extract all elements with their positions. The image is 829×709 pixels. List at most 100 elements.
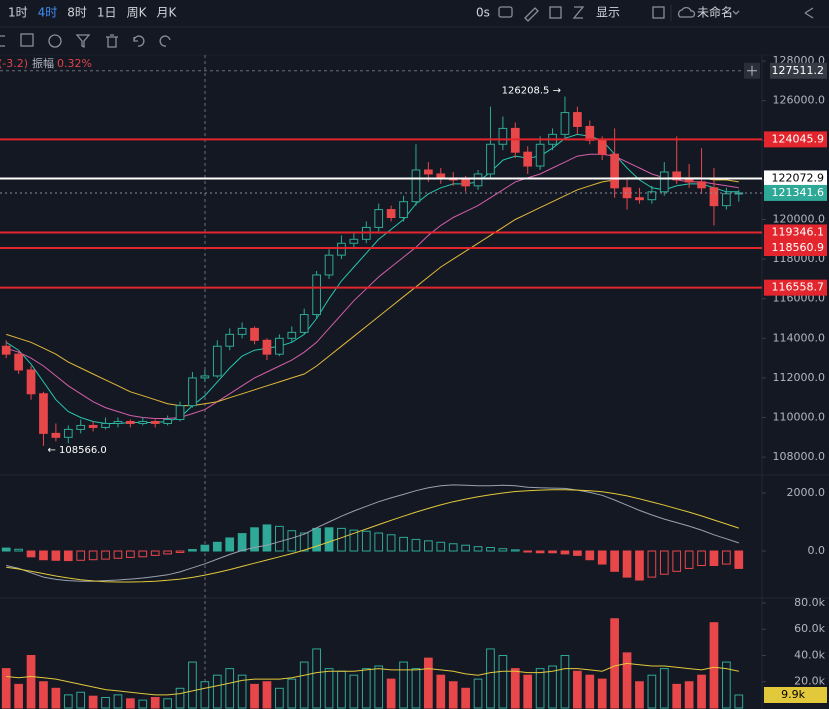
candle-body bbox=[262, 339, 272, 355]
interval-button[interactable]: 周K bbox=[127, 6, 148, 20]
macd-bar bbox=[597, 550, 607, 565]
price-level-box bbox=[764, 184, 827, 201]
macd-bar bbox=[225, 537, 235, 552]
expand-icon[interactable] bbox=[652, 6, 665, 19]
volume-label-box bbox=[764, 687, 827, 704]
candle-body bbox=[63, 428, 73, 438]
macd-bar bbox=[337, 527, 346, 552]
candle-body bbox=[287, 331, 297, 339]
price-level-label: 118560.9 bbox=[772, 241, 825, 254]
volume-bar bbox=[436, 674, 446, 709]
candle-body bbox=[200, 375, 210, 379]
volume-bar bbox=[697, 674, 706, 709]
macd-bar bbox=[287, 530, 297, 552]
tool-icon[interactable] bbox=[48, 34, 62, 48]
interval-button[interactable]: 4时 bbox=[38, 6, 58, 20]
volume-bar bbox=[523, 674, 533, 709]
y-tick-label: 80.0k bbox=[794, 596, 825, 609]
volume-bar bbox=[560, 654, 570, 709]
draw-icon[interactable] bbox=[524, 7, 539, 22]
candle-body bbox=[138, 420, 148, 424]
y-tick-label: 108000.0 bbox=[773, 450, 826, 463]
share-icon[interactable] bbox=[804, 7, 814, 19]
volume-bar bbox=[138, 699, 148, 709]
candle-body bbox=[672, 171, 682, 181]
candle-body bbox=[498, 127, 508, 145]
candle-body bbox=[399, 201, 408, 219]
legend-amplitude: 0.32% bbox=[57, 57, 92, 70]
volume-bar bbox=[411, 668, 421, 709]
volume-bar bbox=[672, 683, 682, 709]
volume-bar bbox=[734, 694, 744, 709]
candle-body bbox=[374, 209, 384, 228]
candle-body bbox=[411, 169, 421, 203]
delete-icon[interactable] bbox=[106, 34, 118, 48]
dropdown-arrow[interactable] bbox=[732, 10, 740, 15]
macd-bar bbox=[324, 527, 334, 552]
camera-icon[interactable] bbox=[498, 6, 513, 18]
macd-bar bbox=[585, 550, 595, 561]
y-tick-label: 2000.0 bbox=[787, 486, 826, 499]
volume-bar bbox=[659, 668, 669, 709]
undo-icon[interactable] bbox=[133, 35, 145, 47]
interval-button[interactable]: 8时 bbox=[67, 6, 87, 20]
macd-bar bbox=[212, 541, 222, 552]
macd-bar bbox=[548, 550, 557, 554]
price-level-box bbox=[764, 240, 827, 257]
display-button[interactable]: 显示 bbox=[596, 6, 620, 20]
candle-body bbox=[275, 337, 284, 355]
volume-bar bbox=[597, 678, 607, 709]
macd-bar bbox=[113, 550, 123, 559]
macd-bar bbox=[448, 543, 458, 552]
tool-icon[interactable] bbox=[0, 35, 5, 47]
filter-icon[interactable] bbox=[75, 34, 91, 49]
macd-bar bbox=[697, 550, 706, 567]
volume-bar bbox=[212, 674, 222, 709]
macd-bar bbox=[734, 550, 744, 569]
candle-body bbox=[659, 171, 669, 193]
timer[interactable]: 0s bbox=[476, 6, 490, 20]
macd-bar bbox=[101, 550, 110, 560]
volume-bar bbox=[250, 683, 259, 709]
y-tick-label: 110000.0 bbox=[773, 411, 826, 424]
macd-bar bbox=[498, 548, 508, 552]
candle-body bbox=[88, 424, 98, 428]
volume-bar bbox=[424, 657, 433, 709]
volume-bar bbox=[275, 687, 284, 709]
redo-icon[interactable] bbox=[159, 35, 171, 47]
macd-bar bbox=[523, 550, 533, 553]
macd-bar bbox=[299, 532, 309, 552]
candle-body bbox=[349, 238, 359, 244]
candle-body bbox=[597, 139, 607, 155]
candle-body bbox=[163, 419, 172, 424]
y-tick-label: 60.0k bbox=[794, 622, 825, 635]
macd-bar bbox=[26, 550, 36, 558]
volume-bar bbox=[573, 670, 582, 709]
price-level-box bbox=[764, 131, 827, 148]
crosshair-label: 127511.2 bbox=[772, 64, 825, 77]
candle-body bbox=[101, 422, 110, 428]
interval-button[interactable]: 1时 bbox=[8, 6, 28, 20]
macd-bar bbox=[386, 534, 396, 552]
volume-bar bbox=[63, 694, 73, 709]
price-level-box bbox=[764, 224, 827, 241]
volume-bar bbox=[76, 691, 86, 709]
candle-body bbox=[436, 173, 446, 179]
candle-body bbox=[150, 420, 160, 424]
volume-bar bbox=[237, 674, 247, 709]
macd-bar bbox=[573, 550, 582, 556]
volume-bar bbox=[150, 696, 160, 709]
fullscreen-icon[interactable] bbox=[549, 6, 562, 19]
interval-button[interactable]: 月K bbox=[156, 6, 177, 20]
volume-bar bbox=[374, 665, 384, 709]
macd-line bbox=[6, 484, 739, 582]
interval-button[interactable]: 1日 bbox=[97, 6, 117, 20]
volume-bar bbox=[684, 681, 694, 709]
macd-bar bbox=[126, 550, 135, 558]
tool-icon[interactable] bbox=[20, 33, 34, 47]
volume-bar bbox=[299, 661, 309, 709]
macd-bar bbox=[486, 547, 495, 552]
volume-bar bbox=[225, 668, 235, 709]
layout-name[interactable]: 未命名 bbox=[697, 5, 733, 20]
compare-icon[interactable] bbox=[572, 6, 585, 19]
